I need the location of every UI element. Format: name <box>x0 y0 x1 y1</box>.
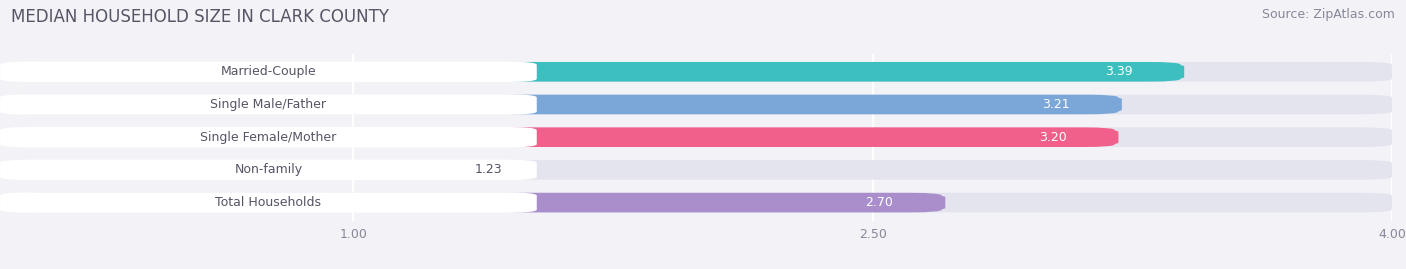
FancyBboxPatch shape <box>0 127 537 147</box>
FancyBboxPatch shape <box>7 160 1392 180</box>
FancyBboxPatch shape <box>7 95 1392 114</box>
Text: Married-Couple: Married-Couple <box>221 65 316 78</box>
Text: 3.39: 3.39 <box>1105 65 1132 78</box>
FancyBboxPatch shape <box>990 97 1122 112</box>
FancyBboxPatch shape <box>0 94 537 115</box>
FancyBboxPatch shape <box>7 62 1181 82</box>
Text: Source: ZipAtlas.com: Source: ZipAtlas.com <box>1261 8 1395 21</box>
FancyBboxPatch shape <box>7 62 1392 82</box>
FancyBboxPatch shape <box>7 160 433 180</box>
Text: Non-family: Non-family <box>235 163 302 176</box>
Text: 2.70: 2.70 <box>866 196 893 209</box>
Text: 3.21: 3.21 <box>1042 98 1070 111</box>
FancyBboxPatch shape <box>0 160 537 180</box>
FancyBboxPatch shape <box>1053 65 1184 79</box>
FancyBboxPatch shape <box>7 193 942 213</box>
FancyBboxPatch shape <box>987 130 1118 144</box>
FancyBboxPatch shape <box>7 128 1115 147</box>
Text: 3.20: 3.20 <box>1039 131 1067 144</box>
FancyBboxPatch shape <box>7 95 1118 114</box>
Text: Total Households: Total Households <box>215 196 322 209</box>
Text: Single Female/Mother: Single Female/Mother <box>200 131 336 144</box>
FancyBboxPatch shape <box>814 195 945 210</box>
Text: 1.23: 1.23 <box>474 163 502 176</box>
FancyBboxPatch shape <box>7 128 1392 147</box>
Text: Single Male/Father: Single Male/Father <box>211 98 326 111</box>
Text: MEDIAN HOUSEHOLD SIZE IN CLARK COUNTY: MEDIAN HOUSEHOLD SIZE IN CLARK COUNTY <box>11 8 389 26</box>
FancyBboxPatch shape <box>0 192 537 213</box>
FancyBboxPatch shape <box>7 193 1392 213</box>
FancyBboxPatch shape <box>0 62 537 82</box>
